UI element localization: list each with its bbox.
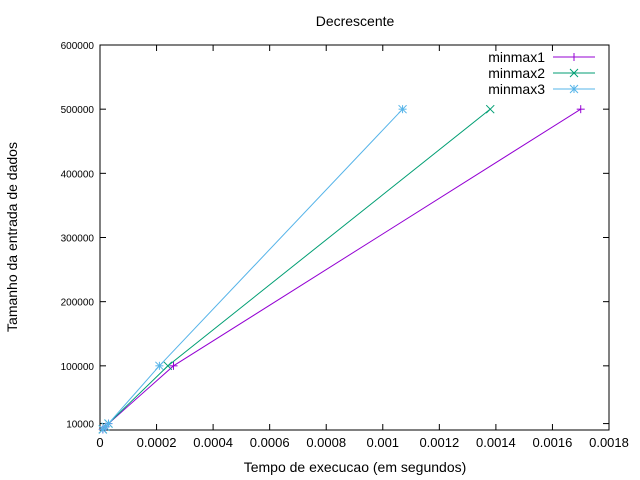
x-tick-label: 0.0006 [250,435,290,450]
data-point [163,361,173,371]
y-tick-label: 600000 [61,41,95,52]
chart-title: Decrescente [316,13,395,29]
y-tick-label: 200000 [61,298,95,309]
y-axis: 10000 100000 200000 300000 400000 500000 60000… [61,41,609,431]
series-minmax1 [98,105,585,434]
legend-item: minmax2 [488,65,595,81]
legend-label: minmax1 [488,49,545,65]
data-point [104,419,113,428]
legend-marker [569,84,579,94]
legend-marker [570,53,578,61]
x-axis-label: Tempo de execucao (em segundos) [244,459,467,475]
plot-frame [99,44,610,431]
series-layer [98,104,585,434]
legend-marker [569,68,579,78]
legend-item: minmax1 [488,49,595,65]
y-tick-label: 300000 [61,234,95,245]
data-point [398,104,407,114]
x-tick-label: 0.0016 [533,435,573,450]
y-tick-label: 10000 [66,420,94,431]
y-axis-label: Tamanho da entrada de dados [4,142,20,332]
legend-label: minmax3 [488,81,545,97]
data-point [485,104,495,114]
x-tick-label: 0.0014 [476,435,516,450]
x-axis: 0 0.0002 0.0004 0.0006 0.0008 0.001 0.0012 0.00… [96,45,629,450]
legend-item: minmax3 [488,81,595,97]
data-point [155,361,164,371]
x-tick-label: 0.001 [367,435,400,450]
x-tick-label: 0.0012 [419,435,459,450]
x-tick-label: 0.0018 [589,435,629,450]
legend-label: minmax2 [488,65,545,81]
data-point [169,361,178,370]
y-tick-label: 100000 [61,362,95,373]
data-point [576,105,585,114]
x-tick-label: 0.0002 [137,435,177,450]
series-minmax3 [98,104,407,434]
x-tick-label: 0 [96,435,103,450]
series-line [102,108,581,430]
series-minmax2 [98,104,495,434]
series-line [102,108,491,430]
x-tick-label: 0.0008 [306,435,346,450]
y-tick-label: 400000 [61,169,95,180]
x-tick-label: 0.0004 [193,435,233,450]
series-line [102,108,403,430]
y-tick-label: 500000 [61,105,95,116]
